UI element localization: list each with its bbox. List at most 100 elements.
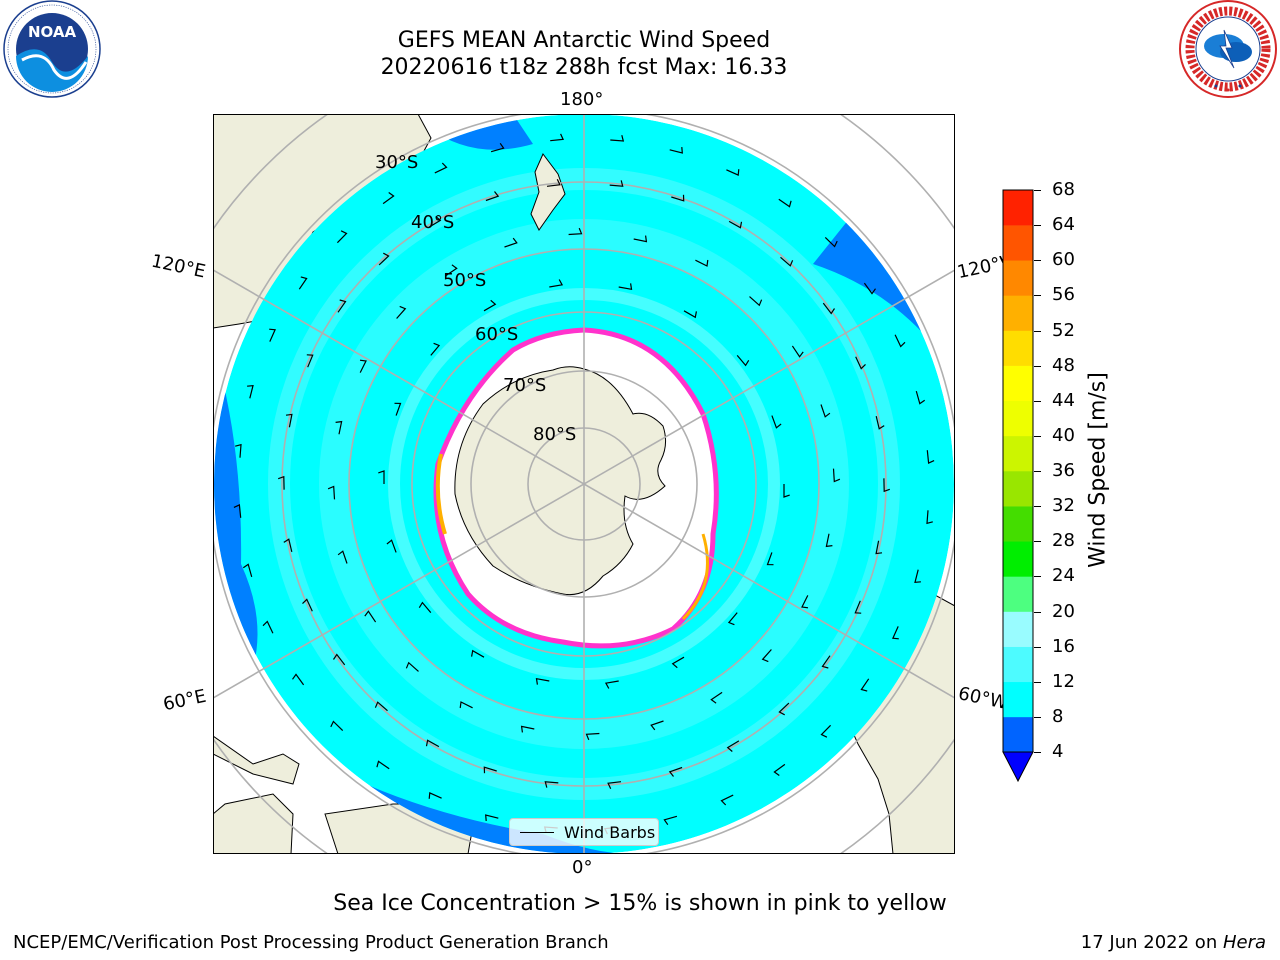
wind-barb bbox=[915, 390, 926, 405]
wind-barb bbox=[892, 626, 899, 640]
wind-barb bbox=[485, 191, 500, 202]
colorbar-cell bbox=[1003, 506, 1033, 542]
wind-barb bbox=[926, 510, 933, 525]
new-zealand-land bbox=[530, 153, 566, 231]
wind-barb bbox=[671, 656, 685, 669]
wind-barb bbox=[262, 620, 274, 634]
wind-barb bbox=[277, 475, 285, 490]
wind-barb bbox=[418, 601, 432, 613]
wind-barb bbox=[471, 649, 485, 658]
colorbar-tick-label: 52 bbox=[1052, 319, 1075, 341]
wind-barb bbox=[394, 402, 402, 416]
colorbar-tick-label: 20 bbox=[1052, 600, 1075, 622]
wind-barb bbox=[405, 661, 419, 672]
colorbar-tick-label: 28 bbox=[1052, 530, 1075, 552]
wind-barb bbox=[683, 310, 697, 319]
wind-barb bbox=[854, 600, 862, 614]
colorbar-tick-mark bbox=[1034, 506, 1041, 508]
wind-barb bbox=[302, 598, 313, 612]
lat-label-30s: 30°S bbox=[375, 152, 418, 173]
colorbar-cell bbox=[1003, 330, 1033, 366]
wind-barb bbox=[778, 702, 790, 716]
colorbar-cell bbox=[1003, 295, 1033, 331]
colorbar-cell bbox=[1003, 190, 1033, 226]
wind-barb bbox=[374, 701, 388, 712]
wind-barb bbox=[671, 194, 685, 202]
wind-barb bbox=[396, 305, 407, 319]
wind-barb bbox=[926, 450, 935, 464]
wind-barb bbox=[445, 264, 458, 277]
wind-barb bbox=[269, 328, 276, 342]
wind-barb bbox=[914, 569, 921, 583]
colorbar-tick-mark bbox=[1034, 681, 1041, 683]
wind-barb bbox=[520, 725, 535, 733]
colorbar-tick-mark bbox=[1034, 752, 1041, 753]
colorbar bbox=[1002, 189, 1034, 784]
colorbar-tick-mark bbox=[1034, 295, 1041, 297]
lat-label-40s: 40°S bbox=[411, 212, 454, 233]
wind-barb bbox=[483, 299, 497, 312]
wind-barb bbox=[669, 147, 683, 154]
wind-barb bbox=[832, 468, 841, 483]
colorbar-cell bbox=[1003, 365, 1033, 402]
lat-label-60s: 60°S bbox=[475, 324, 518, 345]
lat-label-80s: 80°S bbox=[533, 424, 576, 445]
wind-barb bbox=[609, 180, 624, 187]
wind-barb bbox=[544, 781, 559, 788]
wind-barb bbox=[778, 198, 792, 208]
colorbar-tick-mark bbox=[1034, 435, 1041, 437]
wind-barb bbox=[332, 653, 346, 666]
lon-label-180: 180° bbox=[560, 89, 604, 110]
colorbar-tick-label: 60 bbox=[1052, 249, 1075, 271]
wind-barb bbox=[855, 356, 866, 370]
colorbar-cell bbox=[1003, 435, 1033, 472]
colorbar-tick-mark bbox=[1034, 716, 1041, 718]
map-legend: Wind Barbs bbox=[509, 818, 659, 846]
wind-barb bbox=[749, 296, 763, 307]
wind-barb bbox=[761, 649, 772, 663]
colorbar-tick-label: 8 bbox=[1052, 705, 1064, 727]
wind-barb bbox=[720, 794, 734, 806]
wind-barb bbox=[550, 133, 564, 142]
wind-barb bbox=[710, 691, 723, 704]
colorbar-cell bbox=[1003, 716, 1033, 753]
wind-barb bbox=[820, 724, 832, 738]
wind-barb bbox=[822, 302, 836, 315]
lon-label-60e: 60°E bbox=[161, 685, 208, 716]
colorbar-tick-label: 56 bbox=[1052, 284, 1075, 306]
colorbar-tick-label: 4 bbox=[1052, 741, 1064, 762]
wind-barb bbox=[490, 142, 505, 153]
noaa-logo: NOAA bbox=[0, 0, 106, 100]
wind-barb bbox=[242, 563, 253, 578]
wind-barbs bbox=[233, 133, 935, 835]
wind-barb bbox=[285, 413, 293, 428]
colorbar-tick-label: 32 bbox=[1052, 495, 1075, 517]
wind-barb bbox=[430, 342, 441, 356]
wind-barb bbox=[298, 276, 308, 290]
wind-barb bbox=[771, 415, 782, 429]
wind-barb bbox=[820, 404, 831, 418]
wind-barb bbox=[233, 504, 242, 518]
wind-barb bbox=[434, 162, 448, 174]
colorbar-tick-label: 16 bbox=[1052, 635, 1075, 657]
wind-barb bbox=[485, 814, 499, 821]
wind-barb bbox=[825, 533, 833, 548]
colorbar-tick-mark bbox=[1034, 190, 1041, 191]
colorbar-cell bbox=[1003, 611, 1033, 647]
colorbar-tick-mark bbox=[1034, 330, 1041, 332]
wind-barb bbox=[726, 169, 740, 176]
wind-barb bbox=[378, 252, 390, 266]
wind-barb bbox=[894, 334, 906, 348]
wind-barb bbox=[378, 470, 385, 484]
wind-barb bbox=[283, 538, 293, 553]
wind-barb bbox=[727, 612, 738, 626]
wind-barb bbox=[546, 179, 561, 187]
colorbar-tick-mark bbox=[1034, 611, 1041, 613]
wind-barb bbox=[821, 655, 831, 669]
wind-barb bbox=[359, 359, 367, 373]
wind-barb bbox=[801, 595, 809, 609]
wind-barb bbox=[337, 550, 348, 564]
colorbar-tick-mark bbox=[1034, 576, 1041, 578]
wind-barb bbox=[306, 354, 314, 368]
footer-host: Hera bbox=[1222, 932, 1266, 953]
